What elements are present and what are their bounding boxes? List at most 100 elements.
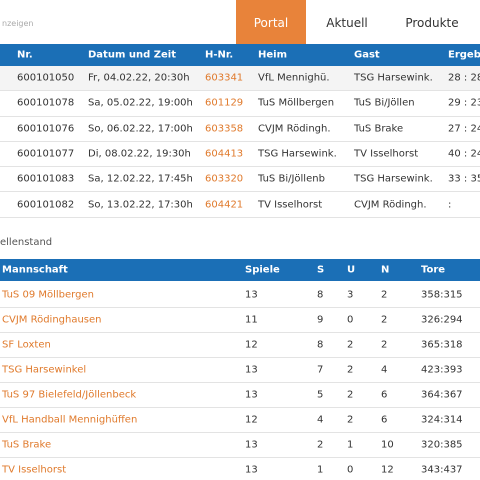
standing-row: TuS 97 Bielefeld/Jöllenbeck 13 5 2 6 364:367	[0, 383, 480, 408]
standing-row: VfL Handball Mennighüffen 12 4 2 6 324:314	[0, 408, 480, 433]
cell[interactable]: TuS Brake	[2, 439, 52, 451]
cell: :	[448, 199, 452, 211]
cell: 0	[347, 314, 354, 326]
cell: 12	[245, 339, 258, 351]
standing-row: TuS 09 Möllbergen 13 8 3 2 358:315	[0, 283, 480, 308]
cell[interactable]: CVJM Rödinghausen	[2, 314, 102, 326]
cell: 365:318	[421, 339, 463, 351]
cell: 600101083	[17, 173, 75, 185]
cell: 13	[245, 389, 258, 401]
cell: 9	[317, 314, 324, 326]
cell: TuS Bi/Jöllen	[354, 97, 415, 109]
cell[interactable]: 601129	[205, 97, 244, 109]
cell[interactable]: 603341	[205, 72, 244, 84]
column-header: H-Nr.	[205, 49, 234, 61]
nav-tab[interactable]: Portal	[236, 0, 306, 44]
nav-tab-label: Produkte	[405, 16, 459, 30]
standing-row: TuS Brake 13 2 1 10 320:385	[0, 433, 480, 458]
cell: 2	[347, 339, 354, 351]
cell[interactable]: TSG Harsewinkel	[2, 364, 87, 376]
nav-tab[interactable]: Aktuell	[312, 0, 382, 44]
cell: 4	[317, 414, 324, 426]
column-header: Heim	[258, 49, 287, 61]
column-header: Mannschaft	[2, 264, 68, 276]
cell: TSG Harsewink.	[354, 72, 433, 84]
game-row: 600101083 Sa, 12.02.22, 17:45h 603320 TuS B…	[0, 167, 480, 193]
cell: 2	[381, 314, 388, 326]
cell[interactable]: 603358	[205, 123, 244, 135]
game-row: 600101082 So, 13.02.22, 17:30h 604421 TV Is…	[0, 192, 480, 218]
cell: 8	[317, 339, 324, 351]
cell: 600101082	[17, 199, 75, 211]
column-header: Gast	[354, 49, 380, 61]
cell: 324:314	[421, 414, 463, 426]
cell: 10	[381, 439, 394, 451]
cell: 2	[317, 439, 324, 451]
cell: 5	[317, 389, 324, 401]
cell: 1	[347, 439, 354, 451]
cell: 600101050	[17, 72, 75, 84]
standing-row: SF Loxten 12 8 2 2 365:318	[0, 333, 480, 358]
cell: 2	[381, 339, 388, 351]
cell: VfL Mennighü.	[258, 72, 330, 84]
nav-hint: nzeigen	[2, 19, 34, 28]
cell[interactable]: TV Isselhorst	[2, 464, 67, 476]
cell: 8	[317, 289, 324, 301]
column-header: Nr.	[17, 49, 33, 61]
cell: 600101076	[17, 123, 75, 135]
cell: 28 : 28	[448, 72, 480, 84]
column-header: Spiele	[245, 264, 280, 276]
cell: 40 : 24	[448, 148, 480, 160]
cell: Sa, 05.02.22, 19:00h	[88, 97, 193, 109]
column-header: Ergebnis	[448, 49, 480, 61]
cell: 364:367	[421, 389, 463, 401]
standing-row: TSG Harsewinkel 13 7 2 4 423:393	[0, 358, 480, 383]
cell: TSG Harsewink.	[354, 173, 433, 185]
cell: 320:385	[421, 439, 463, 451]
cell: 11	[245, 314, 258, 326]
column-header: Tore	[421, 264, 446, 276]
standings-header: Mannschaft Spiele S U N Tore	[0, 259, 480, 281]
standing-row: CVJM Rödinghausen 11 9 0 2 326:294	[0, 308, 480, 333]
cell: 358:315	[421, 289, 463, 301]
cell: Sa, 12.02.22, 17:45h	[88, 173, 193, 185]
cell: 423:393	[421, 364, 463, 376]
cell: 27 : 24	[448, 123, 480, 135]
cell: 2	[347, 414, 354, 426]
cell: TuS Bi/Jöllenb	[258, 173, 325, 185]
cell[interactable]: TuS 97 Bielefeld/Jöllenbeck	[2, 389, 137, 401]
cell: 29 : 23	[448, 97, 480, 109]
cell: 600101077	[17, 148, 75, 160]
game-row: 600101077 Di, 08.02.22, 19:30h 604413 TSG H…	[0, 141, 480, 168]
cell[interactable]: VfL Handball Mennighüffen	[2, 414, 138, 426]
cell: 6	[381, 414, 388, 426]
standing-row: TV Isselhorst 13 1 0 12 343:437	[0, 458, 480, 480]
cell: CVJM Rödingh.	[258, 123, 331, 135]
cell: 2	[381, 289, 388, 301]
cell[interactable]: 604413	[205, 148, 244, 160]
cell: 600101078	[17, 97, 75, 109]
cell[interactable]: 603320	[205, 173, 244, 185]
column-header: S	[317, 264, 325, 276]
nav-tab[interactable]: Produkte	[392, 0, 472, 44]
nav-tab-label: Aktuell	[326, 16, 368, 30]
cell: So, 13.02.22, 17:30h	[88, 199, 193, 211]
cell: 1	[317, 464, 324, 476]
column-header: Datum und Zeit	[88, 49, 176, 61]
game-row: 600101050 Fr, 04.02.22, 20:30h 603341 VfL M…	[0, 66, 480, 92]
cell[interactable]: 604421	[205, 199, 244, 211]
cell: 4	[381, 364, 388, 376]
cell: 12	[381, 464, 394, 476]
cell: TV Isselhorst	[258, 199, 323, 211]
nav-bar: nzeigen Portal Aktuell Produkte	[0, 0, 480, 44]
cell[interactable]: SF Loxten	[2, 339, 51, 351]
cell: 13	[245, 464, 258, 476]
cell: 6	[381, 389, 388, 401]
section-title: ellenstand	[0, 237, 53, 248]
cell: TV Isselhorst	[354, 148, 419, 160]
cell[interactable]: TuS 09 Möllbergen	[2, 289, 94, 301]
cell: TuS Brake	[354, 123, 404, 135]
cell: So, 06.02.22, 17:00h	[88, 123, 193, 135]
